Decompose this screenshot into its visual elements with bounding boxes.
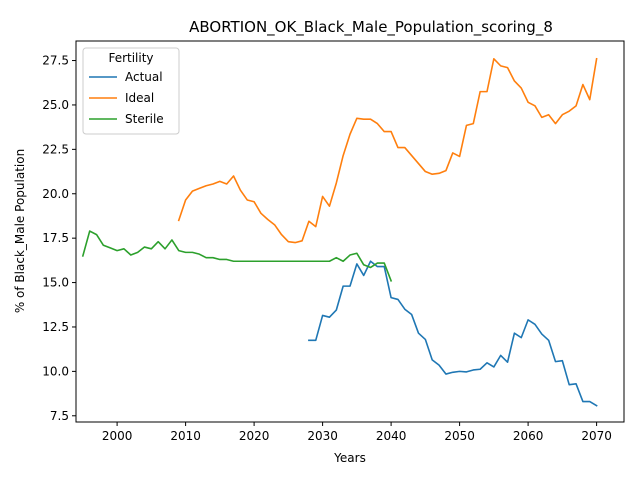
legend-entry-ideal: Ideal (125, 91, 154, 105)
y-tick-label: 7.5 (50, 409, 69, 423)
legend-box (82, 47, 180, 135)
x-tick-label: 2070 (581, 429, 612, 443)
x-tick-label: 2020 (239, 429, 270, 443)
series-line-sterile (81, 230, 393, 282)
y-tick-label: 17.5 (42, 231, 69, 245)
x-axis: 2000 2010 2020 2030 2040 2050 2060 2070 (102, 422, 612, 443)
x-tick-label: 2010 (170, 429, 201, 443)
legend-entry-sterile: Sterile (125, 112, 164, 126)
y-tick-label: 25.0 (42, 98, 69, 112)
chart-title: ABORTION_OK_Black_Male_Population_scorin… (189, 18, 553, 37)
y-tick-label: 20.0 (42, 187, 69, 201)
x-tick-label: 2040 (376, 429, 407, 443)
axes-frame (75, 40, 625, 423)
x-tick-label: 2000 (102, 429, 133, 443)
x-tick-label: 2050 (444, 429, 475, 443)
y-tick-label: 12.5 (42, 320, 69, 334)
legend: Fertility Actual Ideal Sterile (82, 47, 180, 135)
y-tick-label: 27.5 (42, 54, 69, 68)
x-tick-label: 2030 (307, 429, 338, 443)
x-axis-label: Years (333, 451, 366, 465)
series-line-ideal (177, 57, 598, 244)
y-tick-label: 15.0 (42, 276, 69, 290)
series-line-actual (308, 260, 598, 407)
plot-area (81, 57, 598, 407)
y-tick-label: 10.0 (42, 364, 69, 378)
y-tick-label: 22.5 (42, 142, 69, 156)
legend-entry-actual: Actual (125, 70, 163, 84)
legend-title: Fertility (108, 51, 153, 65)
y-axis: 7.5 10.0 12.5 15.0 17.5 20.0 22.5 25.0 27.5 (42, 54, 76, 423)
y-axis-label: % of Black_Male Population (13, 149, 27, 313)
x-tick-label: 2060 (513, 429, 544, 443)
